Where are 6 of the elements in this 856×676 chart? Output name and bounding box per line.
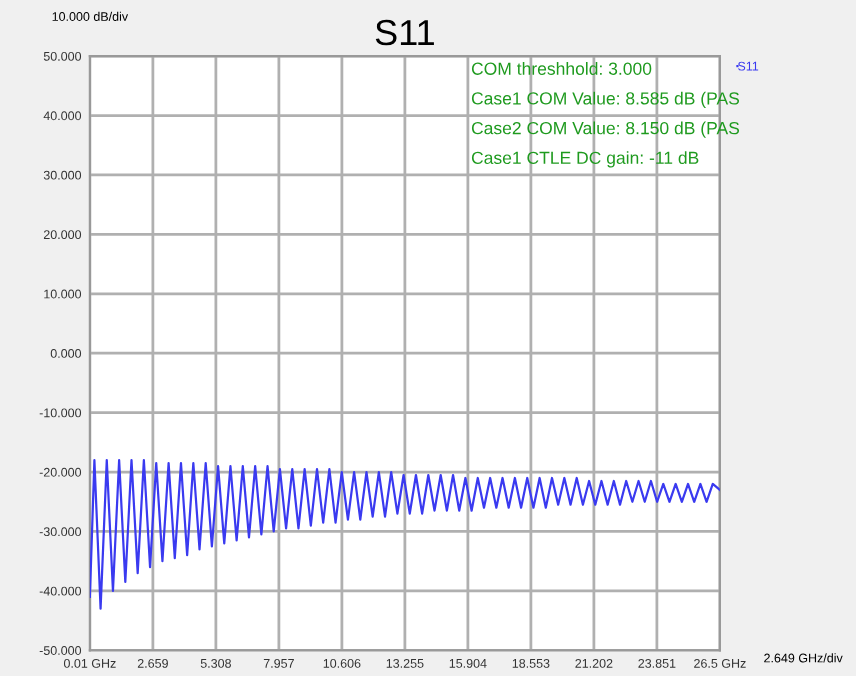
annotation: COM threshhold: 3.000 — [471, 62, 652, 75]
annotation: Case1 COM Value: 8.585 dB (PAS — [471, 91, 740, 109]
chart-title: S11 — [375, 19, 434, 46]
annotation: Case2 COM Value: 8.150 dB (PAS — [471, 121, 740, 138]
annotation: Case1 CTLE DC gain: -11 dB — [471, 151, 699, 168]
line-series — [89, 459, 720, 610]
